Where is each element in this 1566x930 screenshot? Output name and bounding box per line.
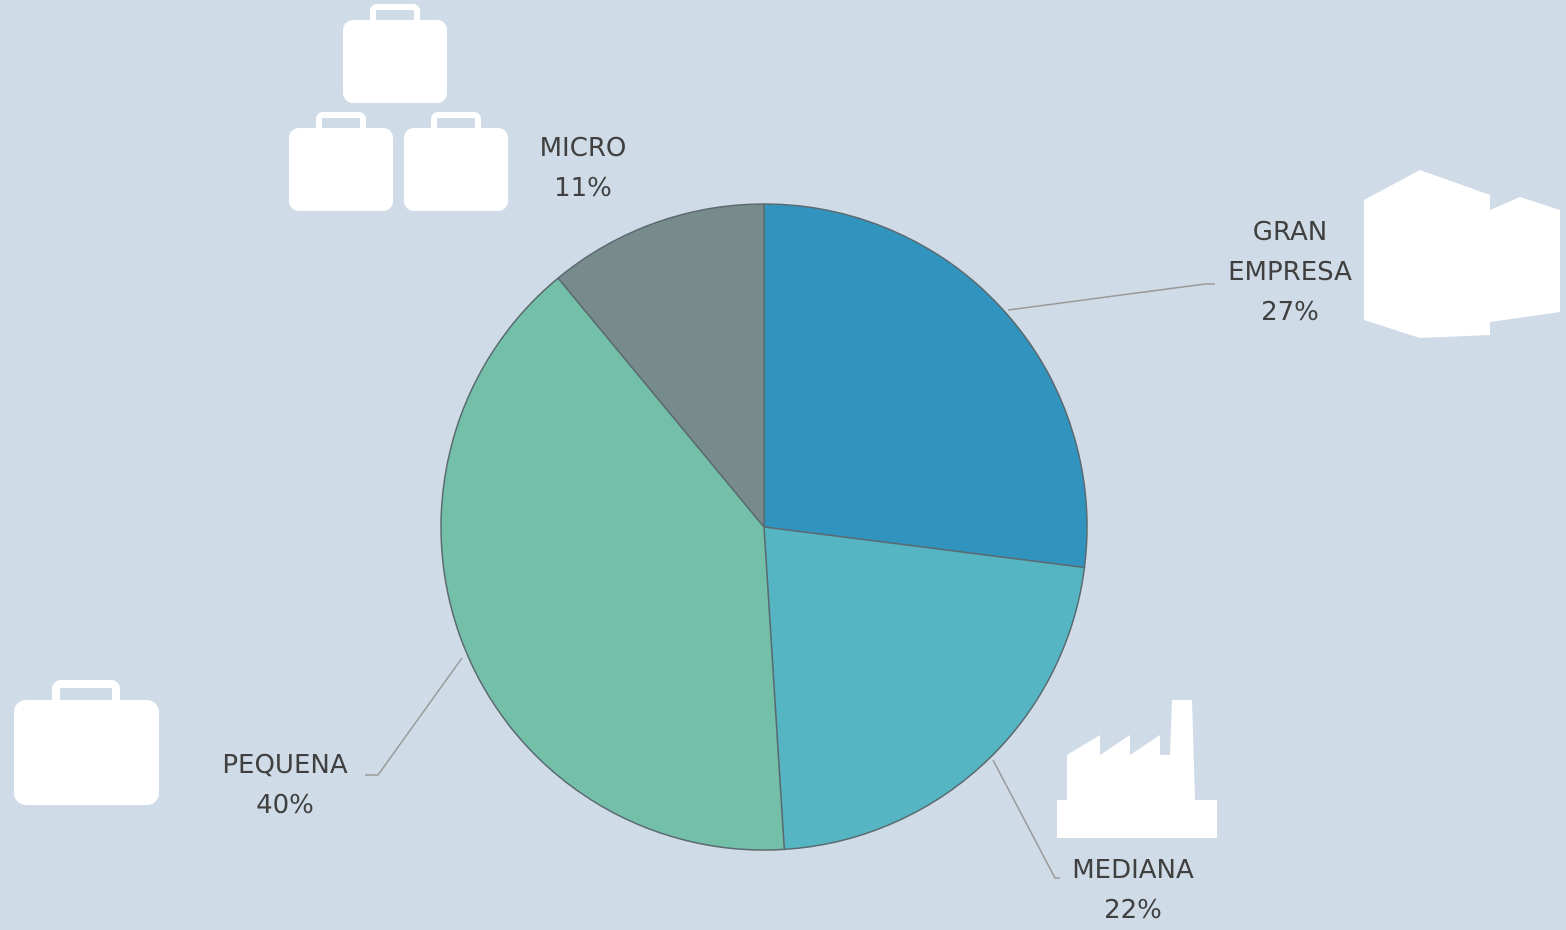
- slice-label: MEDIANA 22%: [1043, 850, 1223, 930]
- value-label: 11%: [554, 173, 612, 203]
- pie-slice: [763, 526, 1086, 851]
- icon-building: [1364, 170, 1560, 338]
- category-label: MICRO: [539, 133, 627, 163]
- value-label: 40%: [256, 790, 314, 820]
- slice-label: GRAN EMPRESA 27%: [1215, 212, 1365, 332]
- value-label: 27%: [1261, 297, 1319, 327]
- icon-factory: [1057, 700, 1217, 838]
- leader-lines: [365, 283, 1215, 879]
- category-label: GRAN EMPRESA: [1228, 217, 1352, 287]
- slice-label: MICRO 11%: [508, 128, 658, 208]
- pie: [440, 203, 1088, 851]
- icon-briefcases: [289, 4, 508, 211]
- pie-slice: [763, 203, 1088, 569]
- icon-briefcase: [14, 680, 159, 805]
- category-label: PEQUENA: [222, 750, 348, 780]
- slice-label: PEQUENA 40%: [195, 745, 375, 825]
- value-label: 22%: [1104, 895, 1162, 925]
- category-label: MEDIANA: [1072, 855, 1194, 885]
- pie-slice: [557, 203, 765, 530]
- pie-slice: [440, 277, 786, 851]
